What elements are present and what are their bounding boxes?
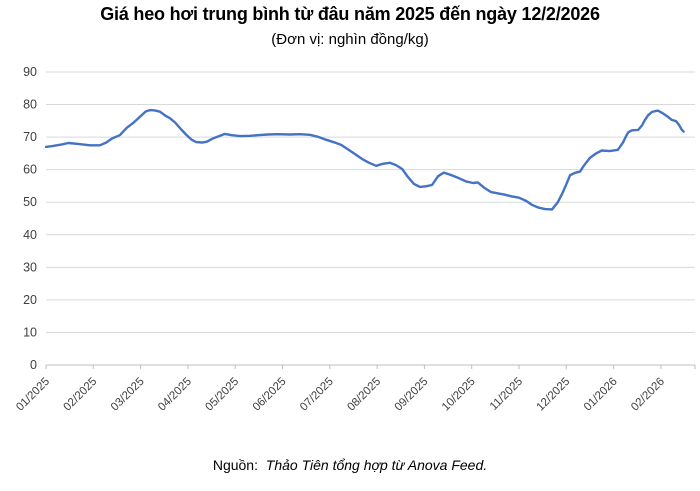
- source-text: Thảo Tiên tổng hợp từ Anova Feed.: [265, 457, 488, 473]
- x-tick-label: 01/2026: [582, 376, 620, 414]
- y-tick-label: 40: [23, 228, 37, 242]
- y-tick-label: 70: [23, 130, 37, 144]
- x-tick-label: 12/2025: [535, 376, 573, 414]
- source-line: Nguồn: Thảo Tiên tổng hợp từ Anova Feed.: [0, 457, 700, 473]
- y-tick-label: 10: [23, 325, 37, 339]
- price-line: [44, 108, 685, 211]
- y-tick-label: 30: [23, 260, 37, 274]
- y-tick-label: 60: [23, 163, 37, 177]
- x-tick-label: 09/2025: [393, 376, 431, 414]
- chart-title: Giá heo hơi trung bình từ đâu năm 2025 đ…: [100, 4, 600, 24]
- y-tick-label: 90: [23, 65, 37, 79]
- x-tick-label: 02/2025: [62, 376, 100, 414]
- x-tick-label: 05/2025: [203, 376, 241, 414]
- y-tick-label: 20: [23, 293, 37, 307]
- x-tick-label: 02/2026: [629, 376, 667, 414]
- x-tick-label: 04/2025: [156, 376, 194, 414]
- y-tick-label: 80: [23, 98, 37, 112]
- x-tick-label: 07/2025: [298, 376, 336, 414]
- x-tick-label: 11/2025: [488, 376, 525, 413]
- x-tick-label: 08/2025: [345, 376, 383, 414]
- x-tick-label: 10/2025: [440, 376, 478, 414]
- chart-subtitle: (Đơn vị: nghìn đồng/kg): [271, 31, 429, 48]
- x-tick-label: 03/2025: [109, 376, 147, 414]
- source-label: Nguồn:: [212, 457, 258, 473]
- x-tick-label: 01/2025: [14, 376, 52, 414]
- y-tick-label: 0: [30, 358, 37, 372]
- y-tick-label: 50: [23, 195, 37, 209]
- x-tick-label: 06/2025: [251, 376, 289, 414]
